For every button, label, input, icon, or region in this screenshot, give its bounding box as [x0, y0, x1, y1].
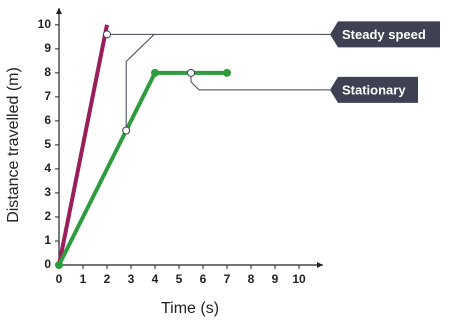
x-tick-label: 10	[292, 272, 306, 286]
annotation-point	[187, 68, 195, 77]
connector	[125, 34, 155, 131]
x-tick-label: 7	[224, 272, 231, 286]
y-tick-label: 9	[44, 41, 51, 55]
x-axis-arrow	[317, 262, 323, 268]
annotation-box	[330, 76, 418, 103]
y-tick-label: 10	[38, 17, 52, 31]
x-tick-label: 1	[80, 272, 87, 286]
annotation-point	[103, 30, 111, 39]
x-tick-label: 5	[176, 272, 183, 286]
x-axis-label: Time (s)	[161, 300, 219, 317]
y-axis-label: Distance travelled (m)	[5, 67, 22, 223]
x-tick-label: 8	[248, 272, 255, 286]
x-tick-label: 4	[152, 272, 159, 286]
y-tick-label: 2	[44, 209, 51, 223]
x-tick-label: 0	[56, 272, 63, 286]
y-tick-label: 3	[44, 185, 51, 199]
y-tick-label: 4	[44, 161, 51, 175]
annotation-text: Steady speed	[342, 27, 426, 42]
annotation-box	[330, 21, 440, 48]
connector	[190, 72, 330, 91]
annotation-point	[122, 126, 131, 135]
annotation-text: Stationary	[342, 82, 406, 97]
x-tick-label: 6	[200, 272, 207, 286]
y-tick-label: 6	[44, 113, 51, 127]
y-tick-label: 1	[44, 233, 51, 247]
x-tick-label: 2	[104, 272, 111, 286]
series-line	[57, 24, 109, 266]
x-tick-label: 9	[272, 272, 279, 286]
series-marker	[151, 68, 159, 77]
series-marker	[223, 68, 231, 77]
y-axis-arrow	[56, 8, 62, 14]
y-tick-label: 7	[44, 89, 51, 103]
y-tick-label: 8	[44, 65, 51, 79]
y-tick-label: 5	[44, 137, 51, 151]
series-marker	[55, 261, 63, 269]
y-tick-label: 0	[44, 257, 51, 271]
series-line	[57, 70, 227, 266]
x-tick-label: 3	[128, 272, 135, 286]
